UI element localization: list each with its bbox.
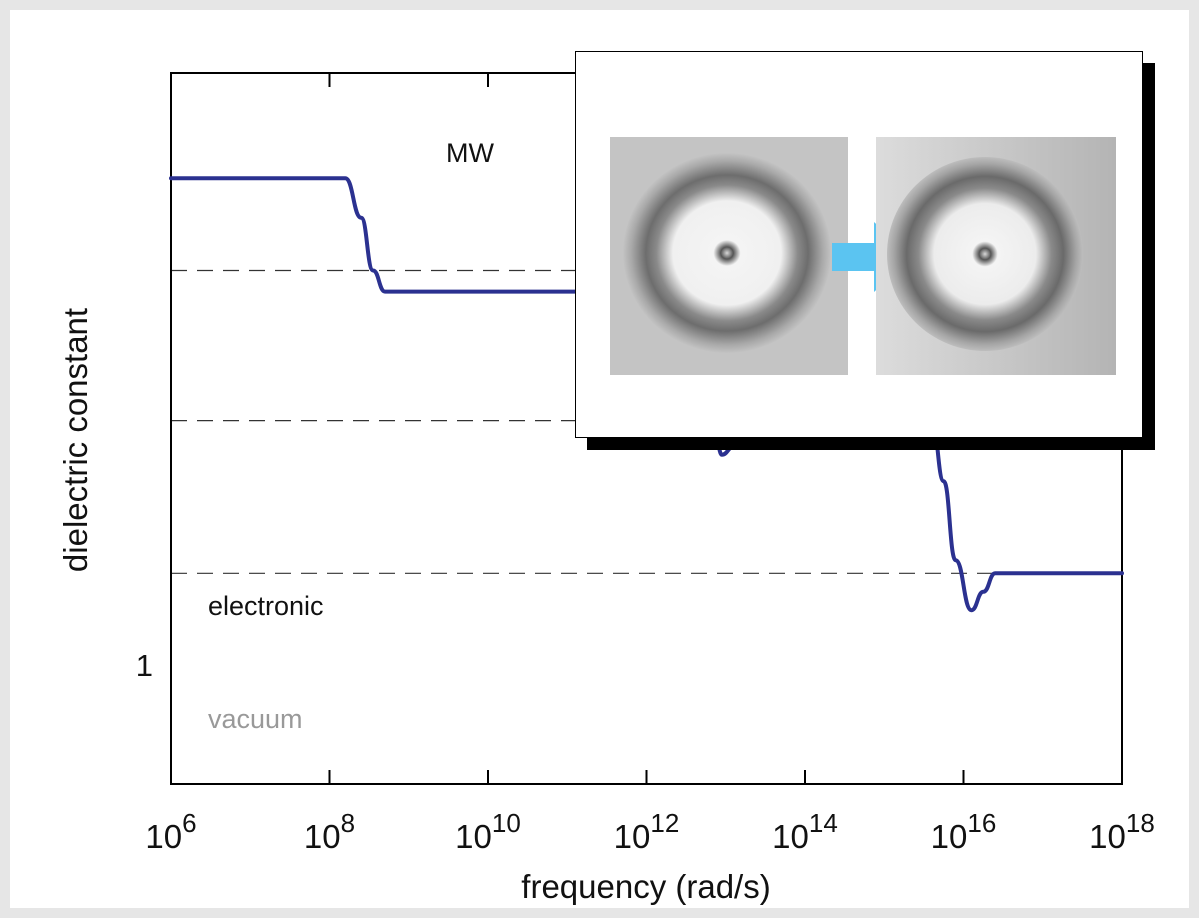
x-tick-label-2: 1010 [455, 808, 521, 855]
x-tick-label-1: 108 [304, 808, 355, 855]
annotation-electronic: electronic [208, 591, 324, 621]
x-tick-label-0: 106 [145, 808, 196, 855]
x-tick-label-5: 1016 [931, 808, 997, 855]
inset-image-after [876, 137, 1116, 375]
annotation-vacuum: vacuum [208, 704, 303, 734]
y-axis-label: dielectric constant [57, 308, 94, 572]
x-tick-label-4: 1014 [772, 808, 838, 855]
x-tick-labels: 106 108 1010 1012 1014 1016 1018 [145, 808, 1154, 855]
x-tick-label-3: 1012 [614, 808, 680, 855]
figure-canvas: 106 108 1010 1012 1014 1016 1018 1 MW electron… [10, 10, 1189, 908]
x-axis-label: frequency (rad/s) [521, 868, 770, 905]
y-tick-label-1: 1 [136, 648, 153, 683]
annotation-mw: MW [446, 138, 494, 168]
x-tick-label-6: 1018 [1089, 808, 1155, 855]
inset-image-panel [575, 51, 1143, 438]
inset-image-before [610, 137, 848, 375]
inset-graphic [610, 137, 1116, 375]
